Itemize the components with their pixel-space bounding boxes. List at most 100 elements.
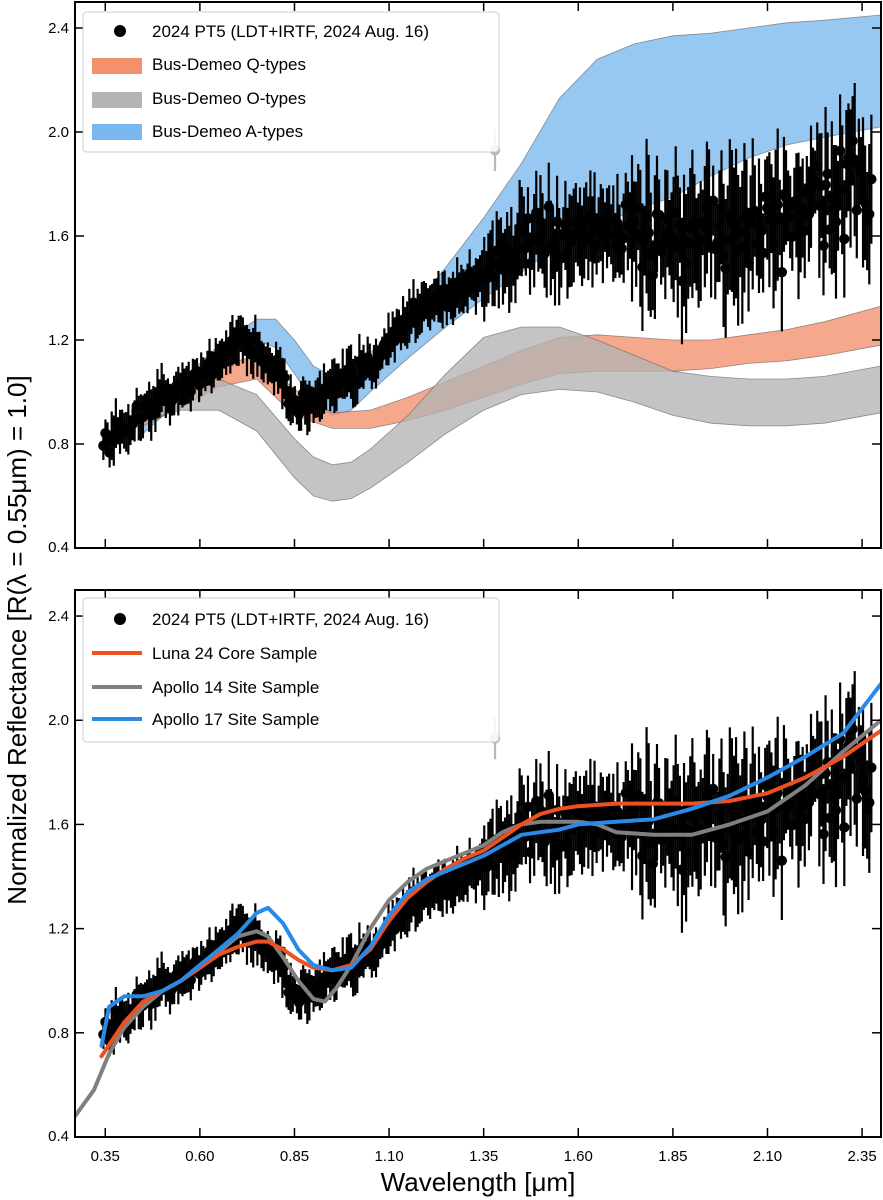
data-point	[510, 847, 521, 858]
data-point	[481, 862, 492, 873]
data-point	[716, 202, 727, 213]
data-point	[718, 250, 729, 261]
data-point	[560, 220, 571, 231]
data-point	[760, 779, 771, 791]
data-point	[489, 859, 500, 871]
data-point	[814, 200, 825, 211]
top-axes-frame	[74, 1, 882, 549]
data-point	[834, 145, 846, 157]
top-axis-ticks: 0.4 0.8 1.2 1.6 2.0 2.4	[48, 2, 881, 556]
data-point	[757, 836, 769, 847]
bottom-legend-box	[82, 597, 500, 743]
data-point	[795, 214, 806, 225]
data-point	[637, 262, 648, 273]
y-tick-label: 0.8	[48, 1025, 69, 1042]
data-point	[470, 281, 482, 292]
data-point	[855, 753, 867, 765]
data-point	[776, 855, 788, 866]
data-point	[647, 270, 659, 281]
data-point	[510, 258, 521, 269]
data-point	[830, 216, 842, 228]
data-point	[150, 404, 161, 415]
legend-label-luna24: Luna 24 Core Sample	[152, 644, 317, 663]
data-point	[695, 235, 706, 247]
data-point	[866, 174, 877, 185]
data-point	[832, 200, 844, 211]
data-point	[784, 211, 796, 223]
data-point	[137, 411, 149, 423]
x-tick-label: 0.60	[185, 1148, 214, 1165]
x-tick-label: 2.10	[753, 1148, 782, 1165]
data-point	[693, 833, 704, 845]
data-point	[784, 800, 796, 811]
data-point	[751, 827, 763, 838]
x-tick-label: 1.35	[469, 1148, 498, 1165]
data-point	[720, 851, 731, 863]
data-point	[410, 317, 421, 329]
data-point	[674, 219, 686, 231]
data-point	[676, 864, 688, 875]
data-point	[760, 191, 771, 202]
data-point	[707, 783, 719, 795]
legend-label-apollo14: Apollo 14 Site Sample	[152, 678, 319, 697]
data-point	[603, 215, 615, 227]
data-point	[839, 822, 850, 833]
data-point	[822, 168, 833, 180]
data-point	[570, 217, 582, 228]
data-point	[689, 811, 700, 823]
data-point	[718, 838, 729, 850]
data-point	[714, 220, 725, 232]
data-point	[535, 216, 546, 227]
data-point	[193, 379, 205, 391]
data-point	[859, 197, 871, 208]
legend-label-pt5-bottom: 2024 PT5 (LDT+IRTF, 2024 Aug. 16)	[152, 610, 429, 629]
data-point	[395, 918, 407, 929]
data-point	[441, 889, 452, 901]
data-point	[826, 192, 838, 204]
data-point	[543, 201, 554, 213]
data-point	[279, 372, 290, 383]
data-point	[633, 790, 644, 801]
legend-swatch-o-types	[92, 92, 142, 108]
data-point	[470, 869, 482, 881]
bottom-axes-frame	[74, 589, 882, 1138]
data-point	[859, 785, 871, 797]
data-point	[576, 829, 588, 840]
line-apollo17	[99, 681, 881, 1048]
data-point	[799, 225, 810, 236]
data-point	[855, 165, 867, 176]
data-point	[481, 273, 492, 285]
data-point	[812, 160, 823, 172]
data-point	[847, 135, 858, 146]
legend-label-o-types: Bus-Demeo O-types	[152, 89, 306, 108]
data-point	[641, 210, 652, 222]
data-point	[737, 830, 748, 841]
data-point	[104, 447, 115, 458]
data-point	[774, 212, 785, 223]
data-point	[699, 221, 711, 232]
data-point	[776, 266, 788, 278]
data-point	[755, 226, 767, 237]
data-point	[837, 184, 848, 195]
data-point	[520, 242, 532, 254]
x-tick-label: 2.35	[847, 1148, 876, 1165]
data-point	[712, 237, 723, 249]
bottom-plot-area	[75, 671, 881, 1119]
data-point	[845, 761, 856, 773]
data-point	[818, 828, 829, 840]
data-point	[699, 809, 711, 821]
data-point	[857, 187, 869, 198]
data-point	[749, 205, 761, 217]
data-point	[745, 806, 756, 817]
data-point	[560, 808, 571, 820]
data-point	[643, 227, 654, 239]
data-point	[366, 956, 378, 967]
data-point	[254, 343, 265, 354]
y-tick-label: 0.4	[48, 539, 69, 556]
data-point	[208, 368, 219, 379]
data-point	[297, 388, 309, 399]
data-point	[549, 261, 561, 273]
data-point	[489, 271, 500, 282]
data-point	[745, 217, 756, 229]
